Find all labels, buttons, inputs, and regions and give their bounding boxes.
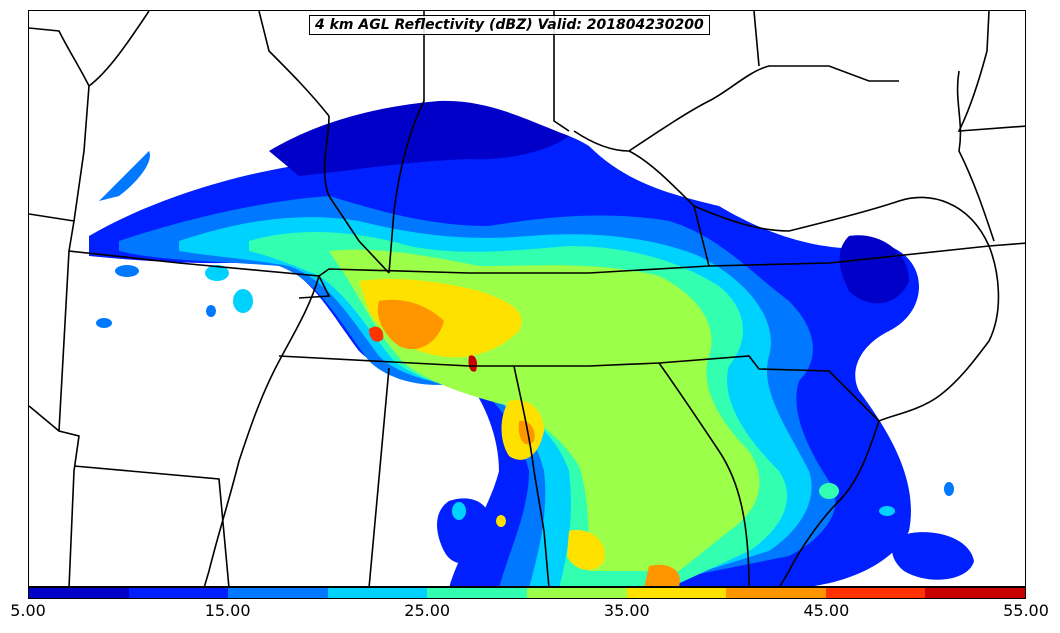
echo-core-6 <box>567 530 605 571</box>
colorbar-segment <box>327 588 428 598</box>
echo-cell <box>452 502 466 520</box>
colorbar-labels: 5.00 15.00 25.00 35.00 45.00 55.00 <box>0 601 1060 623</box>
state-border-line <box>628 65 899 152</box>
colorbar-tick-label: 55.00 <box>1003 601 1049 620</box>
state-border-line <box>88 11 150 87</box>
state-border-line <box>323 115 390 274</box>
state-border-line <box>368 367 390 586</box>
colorbar-segment <box>128 588 229 598</box>
colorbar-segment <box>925 588 1025 598</box>
colorbar-segment <box>29 588 129 598</box>
echo-core-3 <box>369 326 384 342</box>
echo-cell <box>491 379 507 403</box>
echo-core-7 <box>644 564 680 586</box>
echo-east-cell <box>839 235 909 304</box>
state-border-line <box>513 365 550 586</box>
state-border-line <box>58 250 80 586</box>
state-border-line <box>258 11 330 117</box>
colorbar <box>28 587 1026 599</box>
colorbar-segment <box>825 588 926 598</box>
echo-sw-cluster <box>437 498 492 564</box>
echo-core-2 <box>377 299 444 350</box>
radar-echoes <box>89 100 974 586</box>
echo-cell <box>879 506 895 516</box>
colorbar-tick-label: 15.00 <box>204 601 251 620</box>
state-border-line <box>29 213 331 299</box>
coast-line <box>957 11 1025 132</box>
state-borders <box>29 11 1025 586</box>
echo-cell <box>205 265 229 281</box>
echo-cell <box>819 483 839 499</box>
echo-cell <box>115 265 139 277</box>
echo-nw-streak <box>99 151 150 201</box>
river-line <box>203 275 320 586</box>
colorbar-tick-label: 25.00 <box>404 601 451 620</box>
echo-band-north <box>269 100 569 176</box>
colorbar-segment <box>526 588 627 598</box>
reflectivity-map <box>29 11 1025 586</box>
echo-core-8 <box>468 355 478 372</box>
colorbar-tick-label: 35.00 <box>603 601 650 620</box>
map-title: 4 km AGL Reflectivity (dBZ) Valid: 20180… <box>309 15 710 35</box>
echo-cell <box>96 318 112 328</box>
echo-cell <box>206 305 216 317</box>
coast-line <box>956 70 995 242</box>
colorbar-segment <box>626 588 727 598</box>
colorbar-segment <box>726 588 826 598</box>
state-border-line <box>318 242 1025 277</box>
map-panel <box>28 10 1026 587</box>
echo-cell <box>944 482 954 496</box>
echo-core-5 <box>518 420 535 445</box>
colorbar-tick-label: 5.00 <box>10 601 46 620</box>
state-border-line <box>388 11 425 274</box>
state-border-line <box>73 465 230 586</box>
state-border-line <box>693 196 990 247</box>
state-border-line <box>29 405 60 432</box>
coast-line <box>779 245 1000 586</box>
coast-line <box>29 27 90 222</box>
echo-cell <box>496 515 506 527</box>
colorbar-segment <box>427 588 527 598</box>
state-border-line <box>553 11 570 132</box>
state-border-line <box>658 362 750 586</box>
echo-cell <box>233 289 253 313</box>
echo-se-cluster <box>892 532 974 580</box>
state-border-line <box>753 11 760 67</box>
state-border-line <box>278 355 880 422</box>
colorbar-segment <box>228 588 328 598</box>
colorbar-tick-label: 45.00 <box>803 601 850 620</box>
state-border-line <box>573 130 710 267</box>
